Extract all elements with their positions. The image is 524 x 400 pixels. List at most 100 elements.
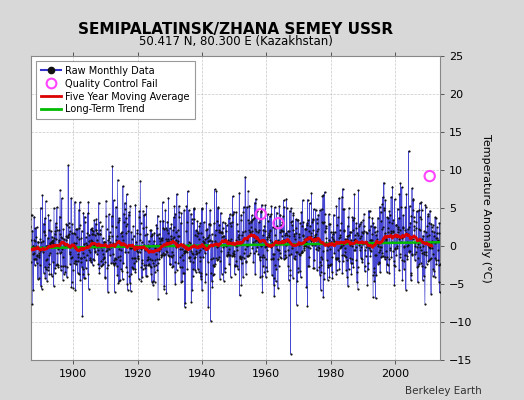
Point (66, 251, 74, 257)
Point (389, 248, 398, 254)
Point (239, 204, 248, 210)
Point (331, 240, 340, 246)
Point (269, 251, 278, 257)
Point (272, 223, 281, 229)
Point (93, 247, 102, 253)
Point (18, 273, 27, 280)
Point (305, 263, 313, 270)
Point (314, 212, 322, 218)
Point (119, 210, 128, 217)
Point (256, 256, 264, 263)
Point (97, 263, 105, 269)
Point (397, 234, 406, 241)
Point (429, 222, 438, 228)
Point (161, 248, 170, 254)
Point (224, 248, 232, 255)
Point (196, 272, 205, 279)
Point (401, 227, 409, 233)
Point (250, 214, 258, 221)
Point (367, 240, 376, 246)
Point (57, 234, 66, 240)
Point (203, 235, 211, 241)
Point (56, 231, 64, 238)
Point (210, 271, 218, 277)
Point (43, 243, 51, 250)
Point (321, 228, 330, 234)
Point (112, 204, 120, 210)
Point (115, 246, 123, 252)
Point (347, 237, 355, 243)
Point (138, 257, 147, 263)
Point (224, 252, 233, 258)
Point (348, 217, 357, 224)
Point (292, 249, 300, 255)
Point (278, 228, 287, 234)
Point (85, 247, 93, 254)
Point (135, 214, 143, 220)
Point (119, 236, 127, 243)
Point (78, 264, 86, 270)
Point (97, 223, 106, 230)
Point (370, 278, 379, 285)
Point (28, 227, 37, 234)
Point (391, 246, 400, 252)
Point (276, 229, 284, 236)
Point (147, 279, 156, 285)
Point (293, 265, 302, 271)
Point (138, 259, 146, 266)
Point (236, 254, 245, 260)
Point (15, 237, 24, 243)
Point (90, 217, 99, 223)
Point (233, 246, 242, 253)
Point (207, 256, 215, 262)
Point (34, 276, 42, 282)
Point (182, 248, 190, 254)
Point (226, 238, 234, 244)
Point (428, 245, 436, 252)
Point (11, 255, 19, 261)
Point (276, 222, 285, 228)
Point (122, 230, 130, 236)
Point (41, 274, 49, 281)
Point (204, 238, 212, 244)
Point (435, 220, 443, 226)
Point (122, 264, 130, 270)
Point (237, 216, 245, 223)
Point (18, 241, 27, 247)
Point (26, 224, 34, 230)
Point (89, 262, 97, 268)
Point (317, 269, 325, 275)
Point (113, 233, 121, 240)
Point (15, 243, 23, 249)
Point (12, 257, 20, 263)
Point (94, 199, 103, 206)
Point (204, 234, 213, 240)
Point (427, 240, 435, 246)
Point (97, 242, 105, 249)
Point (80, 274, 88, 281)
Point (178, 252, 186, 258)
Point (110, 262, 118, 268)
Point (223, 253, 231, 260)
Point (405, 148, 413, 154)
Point (139, 207, 147, 214)
Point (157, 236, 165, 242)
Point (398, 277, 407, 284)
Point (133, 227, 141, 234)
Point (39, 238, 47, 245)
Point (222, 228, 230, 234)
Point (31, 256, 40, 262)
Point (49, 238, 58, 245)
Point (144, 262, 152, 268)
Point (27, 246, 36, 252)
Point (306, 222, 314, 229)
Point (187, 210, 195, 217)
Point (100, 254, 108, 261)
Point (191, 268, 200, 275)
Point (257, 211, 265, 217)
Point (377, 254, 385, 260)
Point (419, 249, 428, 256)
Point (151, 261, 160, 268)
Point (255, 239, 264, 245)
Point (299, 233, 307, 239)
